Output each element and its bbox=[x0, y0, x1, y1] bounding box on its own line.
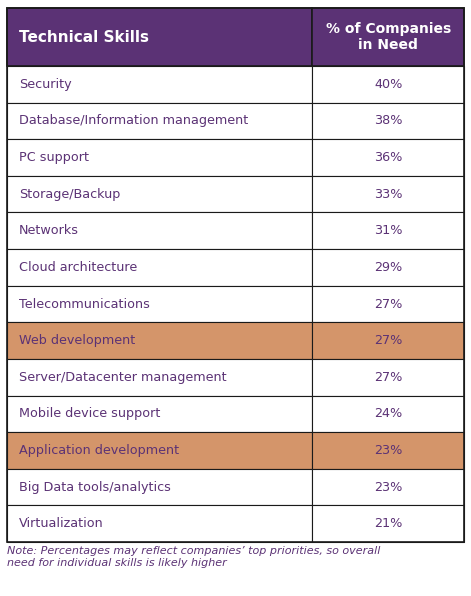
Bar bbox=[312, 176, 464, 212]
Bar bbox=[312, 359, 464, 396]
Bar bbox=[312, 322, 464, 359]
Text: Storage/Backup: Storage/Backup bbox=[19, 188, 121, 201]
Text: 21%: 21% bbox=[374, 517, 402, 530]
Text: Cloud architecture: Cloud architecture bbox=[19, 261, 137, 274]
Bar bbox=[7, 432, 312, 469]
Text: % of Companies
in Need: % of Companies in Need bbox=[325, 22, 451, 52]
Bar bbox=[312, 396, 464, 432]
Bar bbox=[7, 8, 312, 66]
Bar bbox=[7, 505, 312, 542]
Bar bbox=[312, 285, 464, 322]
Bar bbox=[312, 8, 464, 66]
Text: Networks: Networks bbox=[19, 224, 79, 237]
Bar bbox=[312, 249, 464, 285]
Text: Virtualization: Virtualization bbox=[19, 517, 104, 530]
Bar bbox=[7, 212, 312, 249]
Bar bbox=[7, 359, 312, 396]
Text: Database/Information management: Database/Information management bbox=[19, 114, 248, 128]
Bar bbox=[312, 212, 464, 249]
Text: Big Data tools/analytics: Big Data tools/analytics bbox=[19, 480, 171, 493]
Bar bbox=[7, 396, 312, 432]
Text: Technical Skills: Technical Skills bbox=[19, 29, 149, 45]
Bar bbox=[7, 8, 464, 542]
Text: PC support: PC support bbox=[19, 151, 89, 164]
Bar bbox=[312, 432, 464, 469]
Text: Security: Security bbox=[19, 78, 72, 91]
Text: 23%: 23% bbox=[374, 480, 402, 493]
Bar bbox=[7, 249, 312, 285]
Text: Web development: Web development bbox=[19, 334, 135, 347]
Text: Note: Percentages may reflect companies’ top priorities, so overall
need for ind: Note: Percentages may reflect companies’… bbox=[7, 546, 381, 567]
Text: 40%: 40% bbox=[374, 78, 402, 91]
Bar bbox=[7, 469, 312, 505]
Bar bbox=[7, 66, 312, 103]
Text: 27%: 27% bbox=[374, 297, 402, 311]
Bar bbox=[312, 103, 464, 139]
Text: 27%: 27% bbox=[374, 371, 402, 384]
Bar bbox=[312, 469, 464, 505]
Text: Application development: Application development bbox=[19, 444, 179, 457]
Bar bbox=[312, 66, 464, 103]
Bar bbox=[312, 139, 464, 176]
Text: 33%: 33% bbox=[374, 188, 402, 201]
Text: Mobile device support: Mobile device support bbox=[19, 407, 160, 420]
Bar bbox=[7, 176, 312, 212]
Text: 24%: 24% bbox=[374, 407, 402, 420]
Text: 31%: 31% bbox=[374, 224, 402, 237]
Text: 38%: 38% bbox=[374, 114, 402, 128]
Text: 36%: 36% bbox=[374, 151, 402, 164]
Text: Telecommunications: Telecommunications bbox=[19, 297, 150, 311]
Text: 23%: 23% bbox=[374, 444, 402, 457]
Bar bbox=[312, 505, 464, 542]
Bar bbox=[7, 285, 312, 322]
Text: Server/Datacenter management: Server/Datacenter management bbox=[19, 371, 227, 384]
Text: 27%: 27% bbox=[374, 334, 402, 347]
Bar bbox=[7, 139, 312, 176]
Text: 29%: 29% bbox=[374, 261, 402, 274]
Bar bbox=[7, 322, 312, 359]
Bar bbox=[7, 103, 312, 139]
